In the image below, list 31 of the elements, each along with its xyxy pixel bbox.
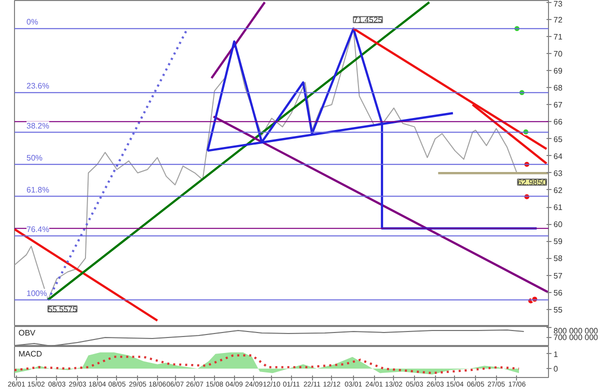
y-tick-label: 68 [554, 84, 563, 93]
y-tick-label: 1 [554, 350, 558, 359]
y-tick-label: 71 [554, 32, 563, 42]
y-tick-label: 59 [554, 237, 563, 246]
y-tick-label: 61 [554, 203, 563, 212]
y-tick-label: 72 [554, 15, 563, 24]
y-tick-label: 57 [554, 271, 563, 280]
annotation: 100% [26, 288, 47, 298]
annotation: 38.2% [26, 121, 50, 130]
y-tick-label: 56 [554, 288, 563, 298]
annotation: 50% [26, 153, 43, 162]
y-tick-label: 58 [554, 254, 563, 264]
y-tick-label: 70 [554, 49, 563, 58]
y-tick-label: 67 [554, 100, 563, 110]
y-tick-label: 55 [554, 305, 563, 314]
chart-title: OBV [18, 328, 36, 338]
y-tick-label: 65 [554, 134, 563, 144]
y-tick-label: 60 [554, 220, 563, 230]
y-tick-label: 0 [554, 364, 558, 374]
annotation: 61.8% [26, 185, 50, 194]
y-tick-label: 69 [554, 66, 563, 76]
annotation: 23.6% [26, 82, 50, 91]
y-tick-label: 800 000 000 [554, 326, 599, 336]
y-tick-label: 64 [554, 152, 563, 161]
y-tick-label: 63 [554, 168, 563, 178]
annotation: 76.4% [26, 224, 50, 234]
y-tick-label: 73 [554, 0, 563, 8]
annotation: 0% [26, 18, 38, 27]
y-tick-label: 62 [554, 186, 563, 195]
y-tick-label: 700 000 000 [554, 333, 599, 342]
y-tick-label: 66 [554, 118, 563, 127]
